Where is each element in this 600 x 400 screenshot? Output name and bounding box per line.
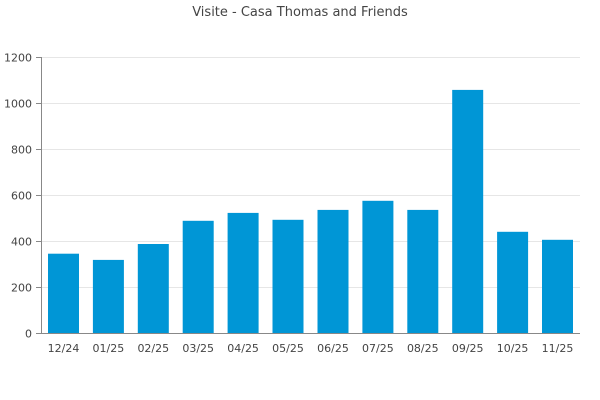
x-tick-label: 12/24 [48,342,80,355]
y-tick-label: 600 [11,190,32,203]
bar-03-25 [182,220,214,333]
bar-07-25 [362,200,394,334]
x-axis-tick-labels: 12/24 01/25 02/25 03/25 04/25 05/25 06/25 07/25… [48,342,574,355]
x-tick-label: 03/25 [182,342,214,355]
bar-10-25 [497,231,529,333]
x-tick-label: 01/25 [93,342,125,355]
bar-04-25 [227,212,259,333]
y-tick-label: 200 [11,282,32,295]
x-tick-label: 09/25 [452,342,484,355]
bars [48,89,573,334]
bar-08-25 [407,209,439,333]
y-tick-label: 400 [11,236,32,249]
bar-05-25 [272,219,304,333]
axes [36,57,580,334]
x-tick-label: 11/25 [542,342,574,355]
x-tick-label: 08/25 [407,342,439,355]
grid [41,57,580,288]
bar-01-25 [92,259,124,333]
x-tick-label: 04/25 [227,342,259,355]
bar-06-25 [317,209,349,333]
x-tick-label: 07/25 [362,342,394,355]
chart-title: Visite - Casa Thomas and Friends [192,5,408,20]
bar-12-24 [48,253,79,333]
bar-11-25 [542,239,573,333]
y-tick-label: 0 [25,328,32,341]
bar-09-25 [452,89,484,334]
x-tick-label: 02/25 [137,342,169,355]
y-tick-label: 800 [11,144,32,157]
x-tick-label: 05/25 [272,342,304,355]
bar-02-25 [137,244,169,333]
y-tick-label: 1000 [4,98,32,111]
y-tick-label: 1200 [4,52,32,65]
y-axis-tick-labels: 0 200 400 600 800 1000 1200 [4,52,32,341]
x-tick-label: 06/25 [317,342,349,355]
x-tick-label: 10/25 [497,342,529,355]
